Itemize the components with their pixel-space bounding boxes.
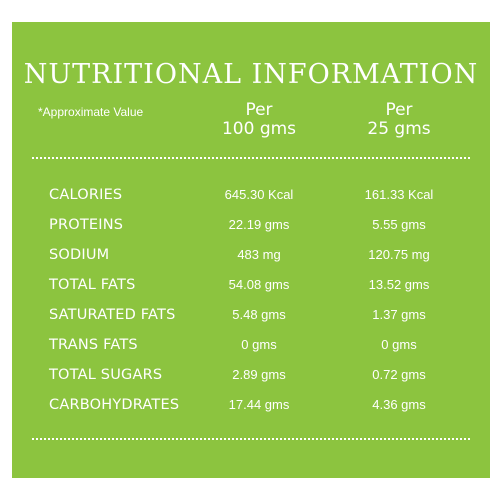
nutrient-name: TRANS FATS — [49, 337, 138, 353]
nutrient-name: CALORIES — [49, 187, 123, 203]
column-header-per-25-gms: Per 25 gms — [334, 101, 464, 139]
value-per-100: 17.44 gms — [228, 397, 290, 412]
panel-title: NUTRITIONAL INFORMATION — [23, 59, 479, 90]
table-row: TOTAL SUGARS 2.89 gms 0.72 gms — [12, 361, 490, 391]
table-row: TRANS FATS 0 gms 0 gms — [12, 331, 490, 361]
column-header-line2: 25 gms — [367, 119, 431, 139]
value-per-25: 1.37 gms — [372, 307, 426, 322]
value-per-25: 0.72 gms — [372, 367, 426, 382]
column-header-line2: 100 gms — [221, 119, 297, 139]
column-header-line1: Per — [245, 100, 273, 120]
value-per-25: 5.55 gms — [372, 217, 426, 232]
value-per-25: 0 gms — [381, 337, 417, 352]
table-row: PROTEINS 22.19 gms 5.55 gms — [12, 211, 490, 241]
value-per-100: 22.19 gms — [228, 217, 290, 232]
value-per-25: 120.75 mg — [368, 247, 430, 262]
column-header-per-100-gms: Per 100 gms — [194, 101, 324, 139]
value-per-25: 13.52 gms — [368, 277, 430, 292]
table-row: CALORIES 645.30 Kcal 161.33 Kcal — [12, 181, 490, 211]
value-per-25: 161.33 Kcal — [364, 187, 434, 202]
nutrient-name: PROTEINS — [49, 217, 124, 233]
value-per-100: 483 mg — [237, 247, 281, 262]
table-row: TOTAL FATS 54.08 gms 13.52 gms — [12, 271, 490, 301]
nutrition-table: CALORIES 645.30 Kcal 161.33 Kcal PROTEIN… — [12, 181, 490, 421]
column-header-line1: Per — [385, 100, 413, 120]
nutrient-name: CARBOHYDRATES — [49, 397, 180, 413]
nutrient-name: TOTAL SUGARS — [49, 367, 163, 383]
nutrient-name: SATURATED FATS — [49, 307, 176, 323]
nutrient-name: TOTAL FATS — [49, 277, 136, 293]
value-per-25: 4.36 gms — [372, 397, 426, 412]
table-row: SATURATED FATS 5.48 gms 1.37 gms — [12, 301, 490, 331]
value-per-100: 645.30 Kcal — [224, 187, 294, 202]
dotted-divider-top — [32, 157, 470, 159]
table-row: CARBOHYDRATES 17.44 gms 4.36 gms — [12, 391, 490, 421]
table-row: SODIUM 483 mg 120.75 mg — [12, 241, 490, 271]
value-per-100: 0 gms — [241, 337, 277, 352]
approximate-value-note: *Approximate Value — [38, 105, 144, 119]
value-per-100: 54.08 gms — [228, 277, 290, 292]
value-per-100: 2.89 gms — [232, 367, 286, 382]
nutrition-panel: NUTRITIONAL INFORMATION *Approximate Val… — [12, 22, 490, 478]
dotted-divider-bottom — [32, 438, 470, 440]
nutrient-name: SODIUM — [49, 247, 110, 263]
value-per-100: 5.48 gms — [232, 307, 286, 322]
